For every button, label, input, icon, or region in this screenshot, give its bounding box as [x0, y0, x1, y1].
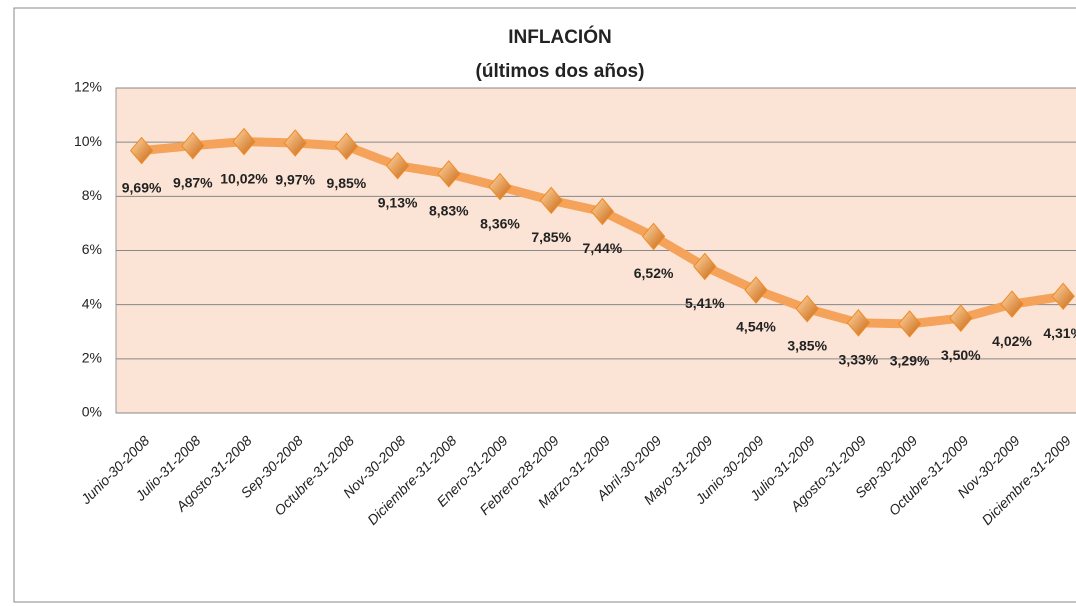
data-label: 3,50%: [941, 347, 981, 363]
marker: [1051, 282, 1075, 311]
marker: [334, 132, 359, 161]
marker: [846, 309, 871, 337]
data-label: 4,02%: [992, 333, 1032, 349]
marker: [488, 172, 512, 201]
chart-title: INFLACIÓN: [508, 26, 611, 48]
data-label: 9,69%: [122, 179, 162, 195]
marker: [283, 129, 307, 157]
marker: [539, 186, 563, 215]
data-label: 10,02%: [220, 170, 268, 186]
y-tick-label: 0%: [82, 404, 102, 420]
data-label: 3,85%: [787, 337, 827, 353]
data-label: 9,87%: [173, 174, 213, 190]
marker: [590, 197, 615, 226]
y-tick-label: 2%: [82, 350, 102, 366]
marker: [641, 222, 666, 251]
data-label: 9,13%: [378, 194, 418, 210]
y-tick-label: 10%: [74, 133, 102, 149]
data-label: 7,44%: [583, 240, 623, 256]
data-label: 3,29%: [890, 353, 930, 369]
marker: [795, 294, 819, 323]
marker: [897, 310, 922, 338]
data-label: 8,36%: [480, 215, 520, 231]
y-tick-label: 8%: [82, 187, 102, 203]
data-label: 7,85%: [531, 229, 571, 245]
marker: [232, 127, 256, 156]
data-label: 4,54%: [736, 319, 776, 335]
chart-subtitle: (últimos dos años): [476, 61, 645, 82]
marker: [437, 160, 461, 188]
data-label: 8,83%: [429, 203, 469, 219]
marker: [693, 252, 717, 281]
marker: [744, 276, 768, 304]
marker: [129, 136, 154, 165]
data-label: 9,85%: [327, 175, 367, 191]
y-tick-label: 6%: [82, 241, 102, 257]
marker: [385, 151, 410, 180]
y-tick-label: 4%: [82, 295, 102, 311]
data-label: 5,41%: [685, 295, 725, 311]
y-tick-label: 12%: [74, 79, 102, 95]
data-label: 6,52%: [634, 265, 674, 281]
marker: [1000, 290, 1024, 318]
marker: [949, 304, 973, 332]
data-label: 4,31%: [1043, 325, 1076, 341]
marker: [181, 131, 205, 160]
data-label: 9,97%: [275, 172, 315, 188]
data-label: 3,33%: [839, 352, 879, 368]
